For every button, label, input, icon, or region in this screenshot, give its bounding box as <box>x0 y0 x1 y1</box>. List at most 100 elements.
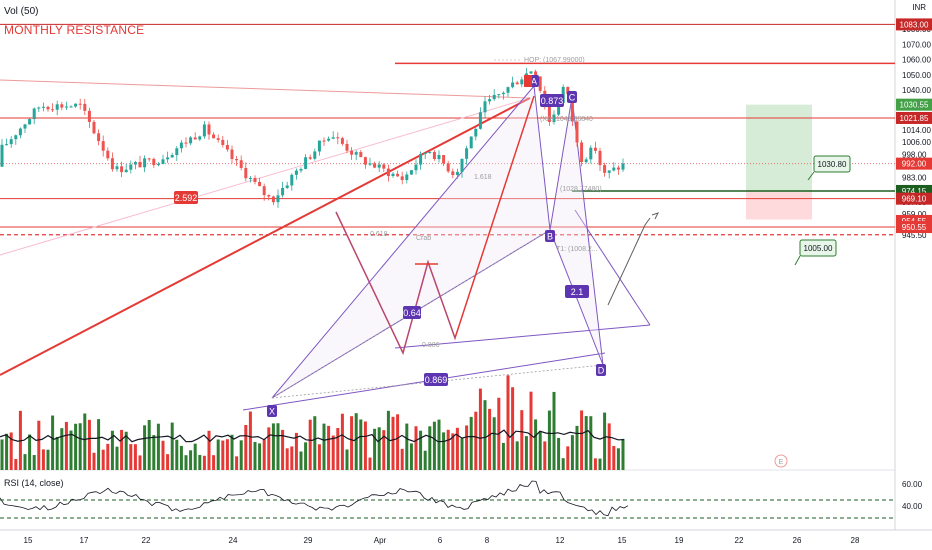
volume-bar <box>483 400 487 470</box>
volume-bar <box>557 437 561 470</box>
ratio-value: 0.869 <box>425 375 448 385</box>
candle-body <box>460 158 464 172</box>
candle-body <box>285 185 289 188</box>
candle-body <box>216 138 220 140</box>
rsi-indicator-label[interactable]: RSI (14, close) <box>4 478 64 488</box>
projection-arrow-head <box>651 212 659 220</box>
volume-bar <box>216 439 220 470</box>
volume-bar <box>377 427 381 470</box>
volume-bar <box>32 455 36 470</box>
volume-bar <box>64 421 68 470</box>
candle-body <box>570 93 574 122</box>
volume-bar <box>23 454 27 470</box>
candle-body <box>101 141 105 151</box>
point-label-a: A <box>531 77 537 87</box>
volume-group <box>0 375 625 470</box>
fib-annotation: 1.618 <box>474 174 492 181</box>
time-tick-label: Apr <box>374 536 387 545</box>
candle-body <box>506 87 510 93</box>
candle-body <box>97 133 101 142</box>
volume-bar <box>607 423 611 470</box>
volume-bar <box>235 456 239 470</box>
volume-bar <box>465 425 469 470</box>
candle-body <box>474 128 478 137</box>
candle-body <box>110 158 114 170</box>
candle-body <box>120 166 124 173</box>
candle-body <box>147 158 151 160</box>
price-badge-label: 1083.00 <box>900 20 929 29</box>
time-tick-label: 28 <box>851 536 860 545</box>
loss-zone <box>746 190 812 220</box>
candle-body <box>230 149 234 159</box>
ratio-value: 0.873 <box>541 96 564 106</box>
candle-body <box>451 171 455 176</box>
price-badge <box>896 98 932 111</box>
volume-bar <box>469 416 473 470</box>
candle-body <box>87 110 91 122</box>
candle-body <box>419 153 423 165</box>
rsi-tick-label: 60.00 <box>902 480 923 489</box>
candle-body <box>189 137 193 144</box>
volume-indicator-label[interactable]: Vol (50) <box>4 6 39 17</box>
candle-body <box>64 106 68 108</box>
point-tag-d <box>596 364 606 376</box>
candle-body <box>124 169 128 173</box>
candle-body <box>621 163 625 170</box>
volume-bar <box>202 455 206 470</box>
candle-body <box>331 137 335 139</box>
candle-body <box>143 158 147 168</box>
candle-body <box>133 161 137 165</box>
candle-body <box>156 163 160 166</box>
volume-bar <box>110 430 114 470</box>
volume-bar <box>147 420 151 470</box>
volume-bar <box>368 457 372 470</box>
candle-body <box>409 170 413 175</box>
volume-bar <box>414 426 418 470</box>
candle-body <box>340 138 344 144</box>
candle-body <box>60 104 64 108</box>
price-tick-label: 1060.00 <box>902 56 931 65</box>
volume-bar <box>225 439 229 470</box>
volume-bar <box>106 443 110 470</box>
volume-bar <box>598 458 602 470</box>
trendline-mid-faint <box>0 97 531 256</box>
price-badge-label: 974.15 <box>902 187 927 196</box>
candle-body <box>520 79 524 85</box>
volume-bar <box>478 388 482 470</box>
candle-body <box>593 147 597 151</box>
candle-body <box>129 164 133 170</box>
candle-body <box>455 171 459 176</box>
candle-body <box>515 82 519 85</box>
volume-bar <box>304 442 308 470</box>
fib-annotation: (1028.77480) <box>560 186 602 193</box>
candle-body <box>9 139 13 145</box>
volume-bar <box>198 454 202 470</box>
candle-body <box>258 181 262 187</box>
volume-bar <box>451 433 455 470</box>
ratio-tag <box>424 373 448 386</box>
volume-bar <box>5 433 9 470</box>
volume-bar <box>92 452 96 470</box>
candle-body <box>446 163 450 172</box>
ratio-value: 2.1 <box>571 287 584 297</box>
candle-body <box>465 148 469 159</box>
crab-xd-line <box>271 364 604 399</box>
volume-bar <box>83 413 87 470</box>
volume-bar <box>294 432 298 470</box>
point-tag-b <box>545 230 555 242</box>
volume-bar <box>396 414 400 470</box>
point-label-x: X <box>269 407 275 417</box>
candle-body <box>534 71 538 77</box>
volume-ma-line <box>0 429 625 443</box>
time-tick-label: 26 <box>793 536 802 545</box>
candle-body <box>497 94 501 96</box>
volume-bar <box>561 458 565 470</box>
price-badge-label: 950.55 <box>902 223 927 232</box>
candle-body <box>166 157 170 160</box>
time-tick-label: 15 <box>24 536 33 545</box>
ratio-tag <box>540 94 564 107</box>
candle-body <box>55 104 59 110</box>
target-pointer <box>807 171 815 181</box>
